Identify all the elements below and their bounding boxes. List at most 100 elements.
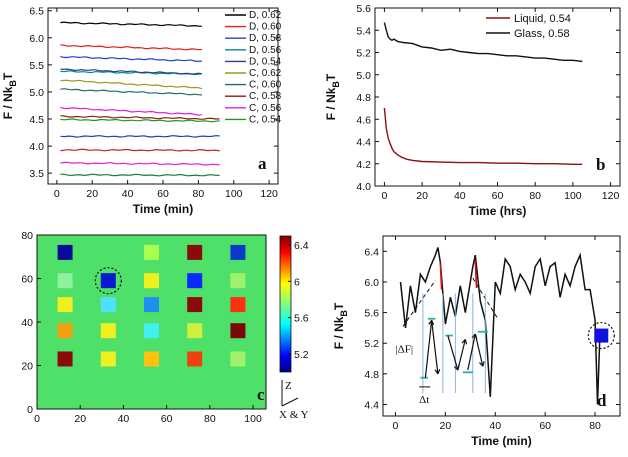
red-marker: [474, 260, 478, 289]
xy-axis-arrow: [281, 397, 299, 407]
y-tick-label: 5.5: [29, 60, 44, 72]
colorbar-tick-label: 6: [294, 276, 300, 288]
x-axis-label: Time (min): [133, 202, 193, 216]
heatmap-cell: [187, 273, 203, 289]
legend-label: C, 0.58: [249, 91, 282, 102]
z-label: Z: [285, 380, 292, 392]
arrow-head: [434, 369, 441, 375]
y-axis-label: F / NkBT: [324, 73, 341, 120]
heatmap-cell: [144, 244, 159, 260]
heatmap-cell: [230, 297, 246, 313]
x-tick-label: 60: [157, 188, 169, 200]
colorbar-tick-label: 5.6: [294, 313, 309, 325]
series-line: [383, 108, 583, 165]
series-line: [60, 68, 202, 75]
y-tick-label: 4.8: [364, 369, 379, 381]
plot-frame: [374, 7, 621, 187]
series-line: [60, 135, 220, 138]
x-tick-label: 40: [122, 188, 134, 200]
panel-d: 0 20 40 60 80 4.4 4.8 5.2 5.6 6.0 6.4 Time (min) F /…: [332, 235, 621, 448]
y-tick-label: 60: [21, 274, 33, 286]
arrow-head: [461, 338, 468, 345]
y-tick-label: 4.6: [356, 114, 371, 126]
heatmap-cell: [100, 273, 116, 289]
y-tick-label: 4.5: [29, 114, 44, 126]
dashed-guide: [402, 280, 436, 327]
y-tick-label: 4.0: [356, 181, 371, 193]
y-tick-label: 5.0: [29, 87, 44, 99]
x-tick-label: 60: [492, 190, 504, 202]
panel-b: 0 20 40 60 80 100 120 4.0 4.2 4.4 4.6 4.8 5.0 5.2 5.4 5…: [324, 3, 621, 218]
y-tick-label: 4.4: [364, 400, 379, 412]
series-line: [60, 106, 202, 116]
transition-arrow: [447, 335, 459, 371]
x-tick-label: 80: [193, 188, 205, 200]
x-tick-label: 0: [382, 190, 388, 202]
heatmap-cell: [187, 351, 203, 367]
heatmap-cell: [100, 323, 116, 339]
x-tick-label: 40: [454, 190, 466, 202]
y-tick-label: 5.6: [356, 3, 371, 15]
y-tick-label: 6.0: [364, 277, 379, 289]
legend-label: D, 0.54: [249, 56, 282, 67]
heatmap-cell: [230, 244, 246, 260]
x-axis-label: Time (hrs): [469, 204, 527, 218]
legend-label: D, 0.56: [249, 45, 282, 56]
heatmap-cell: [100, 297, 116, 313]
transition-arrow: [467, 333, 476, 371]
x-tick-label: 60: [539, 420, 551, 432]
y-tick-label: 6.0: [29, 33, 44, 45]
heatmap-cell: [100, 351, 116, 367]
panel-a: 0 20 40 60 80 100 120 3.5 4.0 4.5 5.0 5.5 6.0 6.5 Time…: [1, 6, 282, 216]
x-axis-label: Time (min): [471, 434, 531, 448]
x-tick-label: 0: [54, 188, 60, 200]
panel-label-b: b: [596, 155, 605, 174]
plot-frame: [382, 235, 621, 417]
x-tick-label: 120: [260, 188, 278, 200]
heatmap-cell: [187, 297, 203, 313]
y-tick-label: 3.5: [29, 168, 44, 180]
series-line: [60, 115, 220, 120]
heatmap-cell: [144, 273, 159, 289]
heatmap-cell: [230, 323, 246, 339]
y-tick-label: 4.8: [356, 92, 371, 104]
colorbar-tick-label: 6.4: [294, 240, 309, 252]
x-tick-label: 20: [86, 188, 98, 200]
panel-label-a: a: [258, 154, 267, 173]
series-line: [60, 21, 202, 27]
transition-arrow: [474, 333, 484, 367]
panel-c: 0 20 40 60 80 100 0 20 40 60 80 5.2 5.6 6 6.4 Z X & Y c: [21, 230, 308, 425]
x-tick-label: 0: [34, 413, 40, 425]
x-tick-label: 20: [416, 190, 428, 202]
x-tick-label: 100: [564, 190, 582, 202]
transition-arrow: [457, 339, 466, 371]
state-circle: [587, 321, 615, 350]
y-tick-label: 4.2: [356, 159, 371, 171]
x-tick-label: 40: [489, 420, 501, 432]
heatmap-cell: [230, 351, 246, 367]
legend-label: Glass, 0.58: [514, 28, 570, 40]
y-tick-label: 6.5: [29, 6, 44, 18]
x-tick-label: 100: [244, 413, 262, 425]
x-tick-label: 0: [393, 420, 399, 432]
x-tick-label: 80: [204, 413, 216, 425]
x-tick-label: 80: [529, 190, 541, 202]
legend-label: D, 0.62: [249, 10, 282, 21]
legend-label: C, 0.60: [249, 80, 282, 91]
legend-label: D, 0.58: [249, 33, 282, 44]
colorbar-tick-label: 5.2: [294, 349, 309, 361]
x-tick-label: 60: [161, 413, 173, 425]
heatmap-background: [37, 235, 266, 409]
y-tick-label: 6.4: [364, 246, 379, 258]
red-marker: [439, 262, 443, 290]
legend-label: C, 0.54: [249, 114, 282, 125]
y-tick-label: 5.4: [356, 25, 371, 37]
x-tick-label: 100: [225, 188, 243, 200]
y-tick-label: 20: [21, 361, 33, 373]
y-tick-label: 0: [27, 404, 33, 416]
arrow-head: [479, 361, 485, 367]
series-line: [399, 247, 601, 405]
x-tick-label: 20: [440, 420, 452, 432]
legend-label: Liquid, 0.54: [514, 13, 571, 25]
heatmap-cell: [57, 323, 73, 339]
